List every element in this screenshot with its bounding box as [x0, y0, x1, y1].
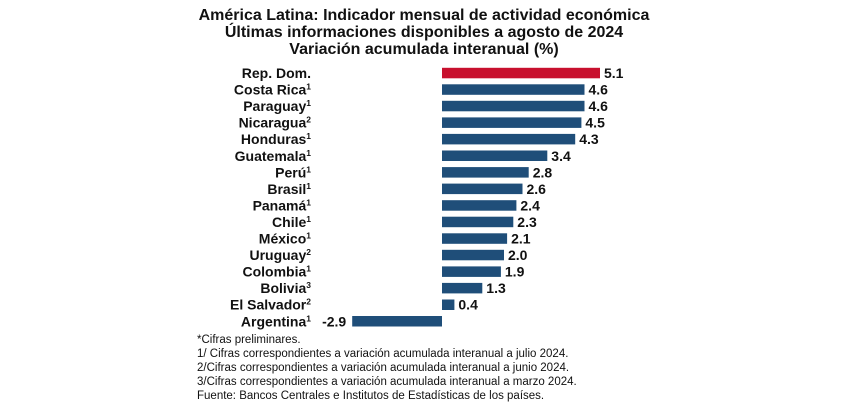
footnote-2: 2/Cifras correspondientes a variación ac…	[197, 362, 570, 374]
chart-subtitle: Últimas informaciones disponibles a agos…	[224, 24, 624, 41]
bar-9	[442, 216, 514, 228]
bar-10	[442, 233, 508, 244]
value-label-7: 2.6	[527, 181, 547, 197]
category-label-4: Honduras1	[241, 131, 311, 147]
category-label-6: Perú1	[275, 164, 311, 180]
category-label-7: Brasil1	[267, 181, 311, 197]
category-label-0: Rep. Dom.	[242, 65, 311, 81]
value-label-0: 5.1	[604, 65, 624, 81]
category-label-15: Argentina1	[241, 313, 311, 329]
value-label-6: 2.8	[533, 164, 553, 180]
footnote-preliminary: *Cifras preliminares.	[197, 334, 301, 346]
bar-8	[442, 200, 517, 211]
value-label-12: 1.9	[505, 264, 525, 280]
value-label-14: 0.4	[458, 297, 478, 313]
bar-5	[442, 150, 548, 161]
bar-4	[442, 133, 576, 145]
value-label-4: 4.3	[579, 131, 599, 147]
value-label-8: 2.4	[520, 197, 540, 213]
category-label-9: Chile1	[272, 214, 311, 230]
category-label-14: El Salvador2	[230, 297, 311, 313]
footnote-1: 1/ Cifras correspondientes a variación a…	[197, 348, 569, 360]
category-label-2: Paraguay1	[243, 98, 311, 114]
footnote-3: 3/Cifras correspondientes a variación ac…	[197, 376, 577, 388]
value-label-15: -2.9	[322, 313, 346, 329]
category-label-13: Bolivia3	[260, 280, 311, 296]
value-label-1: 4.6	[589, 82, 609, 98]
bar-6	[442, 167, 529, 178]
value-label-9: 2.3	[517, 214, 537, 230]
bar-0	[442, 67, 600, 79]
category-label-12: Colombia1	[242, 264, 311, 280]
category-label-3: Nicaragua2	[239, 115, 312, 131]
value-label-13: 1.3	[486, 280, 506, 296]
bar-3	[442, 117, 582, 128]
footnotes: *Cifras preliminares. 1/ Cifras correspo…	[197, 333, 577, 403]
category-label-5: Guatemala1	[235, 148, 312, 164]
category-label-1: Costa Rica1	[234, 82, 311, 98]
bar-13	[442, 282, 483, 294]
bar-12	[442, 266, 501, 277]
bar-11	[442, 249, 504, 261]
value-label-10: 2.1	[511, 231, 531, 247]
bar-15	[352, 316, 442, 327]
source-note: Fuente: Bancos Centrales e Institutos de…	[197, 390, 545, 402]
bar-1	[442, 84, 585, 95]
value-label-3: 4.5	[585, 115, 605, 131]
bar-14	[442, 299, 455, 310]
category-label-8: Panamá1	[253, 197, 312, 213]
bar-7	[442, 183, 523, 195]
value-label-2: 4.6	[589, 98, 609, 114]
category-label-11: Uruguay2	[249, 247, 311, 263]
value-label-5: 3.4	[551, 148, 571, 164]
value-label-11: 2.0	[508, 247, 528, 263]
chart-title: América Latina: Indicador mensual de act…	[198, 7, 650, 24]
bar-2	[442, 100, 585, 112]
category-label-10: México1	[259, 231, 311, 247]
chart-measure-label: Variación acumulada interanual (%)	[289, 41, 559, 58]
